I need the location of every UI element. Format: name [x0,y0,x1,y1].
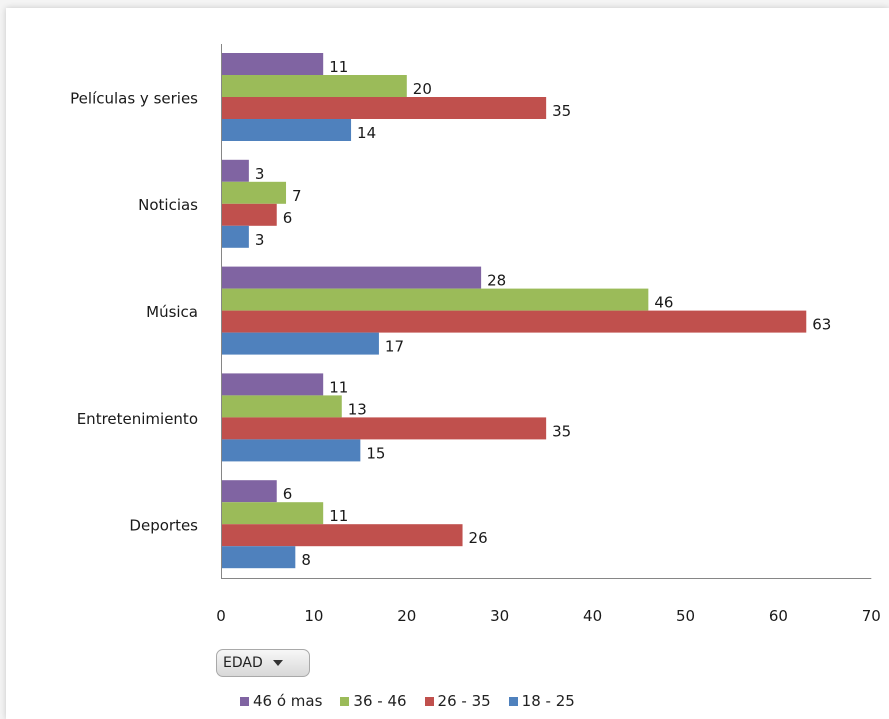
edad-filter-button[interactable]: EDAD [216,649,310,677]
data-label-deportes-46-o-mas: 6 [283,485,293,503]
bar-musica-46-o-mas [221,266,482,289]
data-label-musica-26-35: 63 [812,316,831,334]
category-label-noticias: Noticias [138,196,198,214]
x-tick-label-50: 50 [676,607,695,625]
bar-musica-36-46 [221,288,649,311]
x-tick-label-40: 40 [583,607,602,625]
x-tick-label-30: 30 [490,607,509,625]
bar-deportes-26-35 [221,524,463,547]
bar-noticias-46-o-mas [221,159,249,182]
data-label-musica-46-o-mas: 28 [487,272,506,290]
bar-entretenimiento-26-35 [221,417,547,440]
data-label-entretenimiento-18-25: 15 [366,444,385,462]
category-label-musica: Música [146,303,198,321]
data-label-deportes-26-35: 26 [469,529,488,547]
bar-peliculas-y-series-46-o-mas [221,53,324,75]
data-label-peliculas-y-series-36-46: 20 [413,80,432,98]
legend: 46 ó mas 36 - 46 26 - 35 18 - 25 [240,692,593,710]
category-labels-group: Películas y series Noticias Música Entreten… [70,89,198,534]
data-label-noticias-46-o-mas: 3 [255,165,265,183]
legend-item-46-o-mas[interactable]: 46 ó mas [240,692,322,710]
legend-label: 36 - 46 [353,692,407,710]
dropdown-arrow-icon [272,660,283,666]
bar-entretenimiento-36-46 [221,395,342,418]
category-label-entretenimiento: Entretenimiento [77,410,198,428]
legend-swatch-icon [340,696,350,706]
bar-noticias-18-25 [221,225,249,248]
bar-entretenimiento-46-o-mas [221,373,324,396]
x-tick-label-0: 0 [216,607,226,625]
data-label-musica-36-46: 46 [654,294,673,312]
edad-filter-label: EDAD [223,655,263,671]
bar-peliculas-y-series-36-46 [221,75,407,97]
x-tick-label-10: 10 [304,607,323,625]
chart-panel [6,8,889,719]
legend-swatch-icon [240,696,249,706]
x-tick-label-70: 70 [862,607,881,625]
legend-swatch-icon [508,696,518,706]
data-label-noticias-18-25: 3 [255,231,265,249]
x-tick-label-60: 60 [769,607,788,625]
legend-item-18-25[interactable]: 18 - 25 [508,692,575,710]
legend-item-36-46[interactable]: 36 - 46 [340,692,407,710]
bar-noticias-26-35 [221,203,277,226]
data-label-noticias-26-35: 6 [283,209,293,227]
bar-deportes-36-46 [221,502,324,525]
legend-item-26-35[interactable]: 26 - 35 [424,692,491,710]
legend-swatch-icon [424,696,434,706]
data-label-entretenimiento-46-o-mas: 11 [329,378,348,396]
legend-label: 18 - 25 [521,692,575,710]
data-label-peliculas-y-series-18-25: 14 [357,124,376,142]
bar-noticias-36-46 [221,181,287,204]
data-label-peliculas-y-series-46-o-mas: 11 [329,58,348,76]
data-label-musica-18-25: 17 [385,338,404,356]
bar-peliculas-y-series-26-35 [221,97,547,119]
data-label-entretenimiento-26-35: 35 [552,422,571,440]
bar-peliculas-y-series-18-25 [221,119,352,141]
bar-entretenimiento-18-25 [221,439,361,462]
data-label-entretenimiento-36-46: 13 [348,400,367,418]
legend-label: 46 ó mas [253,692,323,710]
data-label-deportes-18-25: 8 [301,551,311,569]
data-label-peliculas-y-series-26-35: 35 [552,102,571,120]
data-label-noticias-36-46: 7 [292,187,302,205]
bar-musica-26-35 [221,310,807,333]
x-tick-label-20: 20 [397,607,416,625]
x-tick-labels-group: 0 10 20 30 40 50 60 70 [216,607,881,625]
bar-musica-18-25 [221,332,379,355]
bar-deportes-18-25 [221,546,296,569]
bar-deportes-46-o-mas [221,480,277,503]
legend-label: 26 - 35 [437,692,491,710]
category-label-deportes: Deportes [129,517,198,535]
data-label-deportes-36-46: 11 [329,507,348,525]
bars-group [221,53,807,569]
category-label-peliculas-y-series: Películas y series [70,89,198,107]
